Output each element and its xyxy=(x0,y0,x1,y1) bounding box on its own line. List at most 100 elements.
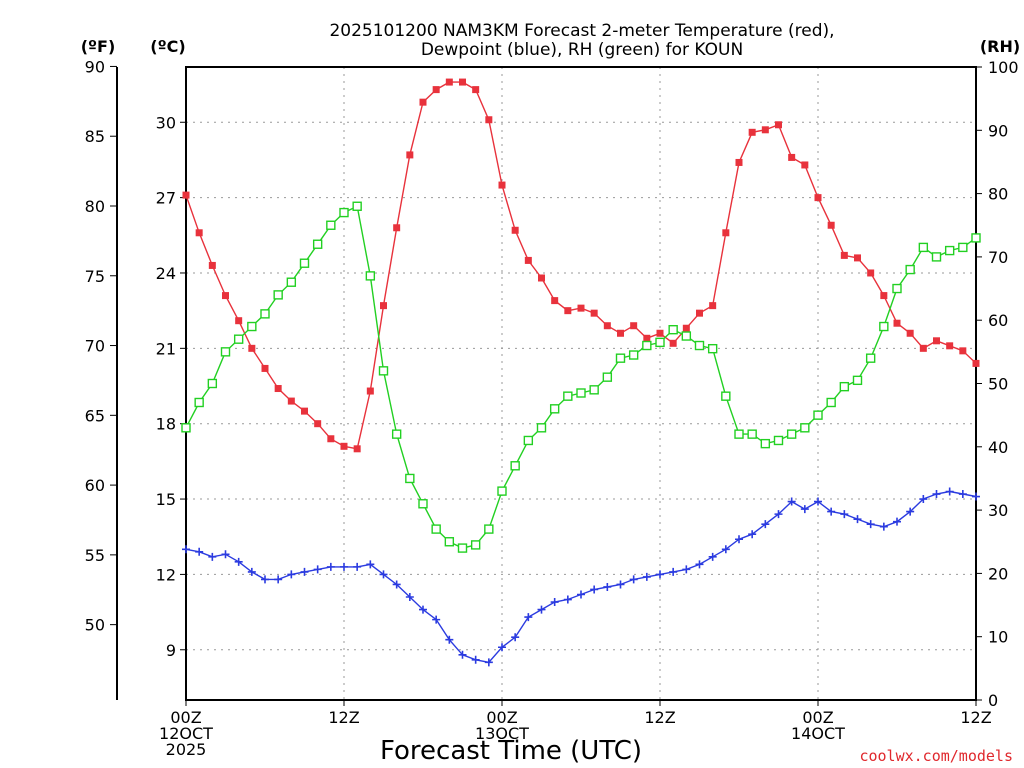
rh-point xyxy=(918,242,929,253)
2-meter-temperature-point xyxy=(380,302,387,310)
dewpoint-point xyxy=(590,585,599,594)
2-meter-temperature-point xyxy=(235,317,243,325)
rh-point xyxy=(905,264,915,275)
2-meter-temperature-point xyxy=(208,261,216,269)
rh-point xyxy=(497,486,507,496)
dewpoint-point xyxy=(405,593,414,602)
rh-point xyxy=(642,340,652,351)
dewpoint-point xyxy=(853,515,862,524)
rh-point xyxy=(628,350,639,360)
2-meter-temperature-point xyxy=(854,254,861,262)
chart-title-line2: Dewpoint (blue), RH (green) for KOUN xyxy=(421,40,743,60)
2-meter-temperature-point xyxy=(182,191,190,199)
2-meter-temperature-point xyxy=(366,387,374,395)
dewpoint-point xyxy=(669,567,678,576)
2-meter-temperature-point xyxy=(524,256,532,264)
dewpoint-point xyxy=(234,557,243,566)
dewpoint-point xyxy=(445,635,454,644)
2-meter-temperature-point xyxy=(498,181,506,189)
2-meter-temperature-point xyxy=(827,221,835,229)
2-meter-temperature-point xyxy=(248,344,256,352)
credit-label: coolwx.com/models xyxy=(859,747,1013,765)
dewpoint-point xyxy=(906,507,915,516)
rh-point xyxy=(576,388,586,398)
2-meter-temperature-point xyxy=(459,78,466,86)
dewpoint-point xyxy=(419,605,427,614)
2-meter-temperature-point xyxy=(538,274,545,282)
rh-point xyxy=(839,381,850,392)
2-meter-temperature-point xyxy=(393,224,401,232)
2-meter-temperature-point xyxy=(603,322,611,330)
2-meter-temperature-point xyxy=(867,269,875,277)
2-meter-temperature-point xyxy=(840,251,848,259)
dewpoint-point xyxy=(748,530,757,539)
rh-point xyxy=(589,385,599,395)
rh-point xyxy=(339,207,349,218)
celsius-tick-label: 21 xyxy=(156,339,176,358)
chart-title-line1: 2025101200 NAM3KM Forecast 2-meter Tempe… xyxy=(329,21,834,41)
celsius-tick-label: 12 xyxy=(156,565,176,584)
dewpoint-point xyxy=(840,510,849,519)
dewpoint-point xyxy=(932,490,941,499)
celsius-tick-label: 24 xyxy=(156,264,176,283)
rh-tick-label: 20 xyxy=(988,564,1008,583)
2-meter-temperature-point xyxy=(511,226,519,234)
dewpoint-point xyxy=(800,505,809,514)
grid-lines xyxy=(186,67,976,700)
rh-point xyxy=(931,252,942,262)
rh-point xyxy=(484,524,494,534)
x-tick-label: 2025 xyxy=(166,740,207,759)
dewpoint-point xyxy=(919,495,928,504)
rh-tick-label: 70 xyxy=(988,248,1008,267)
celsius-tick-label: 15 xyxy=(156,490,176,509)
rh-point xyxy=(181,423,191,433)
dewpoint-point xyxy=(326,562,335,571)
dewpoint-point xyxy=(471,655,480,664)
dewpoint-point xyxy=(182,545,190,554)
2-meter-temperature-point xyxy=(301,407,308,415)
dewpoint-point xyxy=(814,497,822,506)
2-meter-temperature-point xyxy=(735,158,743,166)
fahrenheit-tick-label: 75 xyxy=(85,267,105,286)
rh-tick-label: 50 xyxy=(988,375,1008,394)
rh-point xyxy=(273,290,283,300)
dewpoint-point xyxy=(300,567,309,576)
2-meter-temperature-point xyxy=(432,86,440,94)
rh-point xyxy=(681,331,692,341)
rh-point xyxy=(549,404,560,414)
dewpoint-point xyxy=(379,570,388,579)
dewpoint-point xyxy=(524,613,533,622)
2-meter-temperature-point xyxy=(222,292,229,300)
dewpoint-point xyxy=(577,590,585,599)
rh-point xyxy=(694,340,705,351)
2-meter-temperature-point xyxy=(419,98,427,106)
dewpoint-point xyxy=(498,643,506,652)
2-meter-temperature-point xyxy=(340,442,348,450)
rh-point xyxy=(378,366,389,376)
2-meter-temperature-point xyxy=(748,128,756,136)
2-meter-temperature-point xyxy=(564,307,572,315)
dewpoint-point xyxy=(787,497,796,506)
dewpoint-point xyxy=(682,565,691,574)
dewpoint-point xyxy=(958,490,967,499)
dewpoint-point xyxy=(221,550,230,559)
rh-point xyxy=(510,461,520,471)
rh-point xyxy=(247,321,257,332)
2-meter-temperature-point xyxy=(722,229,730,237)
2-meter-temperature-point xyxy=(261,364,269,372)
fahrenheit-tick-label: 90 xyxy=(85,57,105,76)
dewpoint-point xyxy=(945,487,954,496)
celsius-tick-label: 27 xyxy=(156,189,176,208)
dewpoint-point xyxy=(695,560,704,569)
dewpoint-point xyxy=(195,547,204,556)
series xyxy=(181,78,981,667)
dewpoint-point xyxy=(392,580,401,589)
2-meter-temperature-point xyxy=(274,385,282,393)
2-meter-temperature-point xyxy=(906,329,914,337)
fahrenheit-tick-label: 70 xyxy=(85,337,105,356)
rh-point xyxy=(470,540,481,550)
2-meter-temperature-point xyxy=(445,78,453,86)
fahrenheit-unit-label: (ºF) xyxy=(81,37,116,56)
rh-point xyxy=(721,391,731,401)
